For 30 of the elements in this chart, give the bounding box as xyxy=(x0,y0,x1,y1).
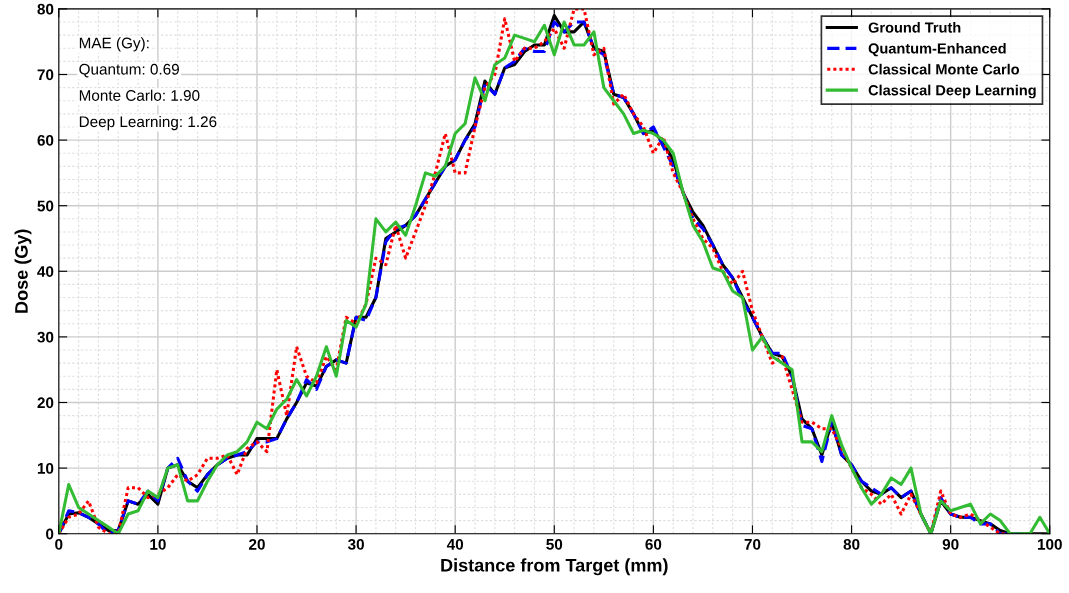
y-tick-label: 20 xyxy=(37,397,54,409)
x-tick-label: 0 xyxy=(55,538,63,550)
annotation: Monte Carlo: 1.90 xyxy=(79,89,200,101)
y-tick-label: 30 xyxy=(37,331,54,343)
legend-label: Ground Truth xyxy=(868,22,961,33)
y-tick-label: 10 xyxy=(37,462,54,474)
y-tick-label: 70 xyxy=(37,69,54,81)
annotation: Deep Learning: 1.26 xyxy=(79,115,217,131)
x-tick-label: 60 xyxy=(645,538,662,550)
x-tick-label: 50 xyxy=(546,538,563,550)
x-tick-label: 80 xyxy=(843,538,860,550)
y-tick-label: 80 xyxy=(37,3,54,15)
x-tick-label: 90 xyxy=(942,538,959,550)
annotation: Quantum: 0.69 xyxy=(79,63,179,78)
y-axis-title: Dose (Gy) xyxy=(14,229,32,313)
x-tick-label: 70 xyxy=(744,538,761,550)
x-tick-label: 30 xyxy=(347,538,364,550)
y-tick-label: 60 xyxy=(37,134,54,146)
annotation: MAE (Gy): xyxy=(79,37,149,52)
y-tick-label: 40 xyxy=(37,266,54,277)
x-tick-label: 20 xyxy=(249,538,265,550)
y-tick-label: 50 xyxy=(37,200,54,212)
x-tick-label: 100 xyxy=(1037,538,1062,550)
legend-label: Classical Deep Learning xyxy=(868,84,1036,99)
y-tick-label: 0 xyxy=(46,528,54,540)
x-tick-label: 10 xyxy=(150,538,166,550)
x-axis-title: Distance from Target (mm) xyxy=(441,558,668,576)
legend-label: Classical Monte Carlo xyxy=(868,63,1020,75)
x-tick-label: 40 xyxy=(446,538,464,550)
legend-label: Quantum-Enhanced xyxy=(868,42,1006,57)
